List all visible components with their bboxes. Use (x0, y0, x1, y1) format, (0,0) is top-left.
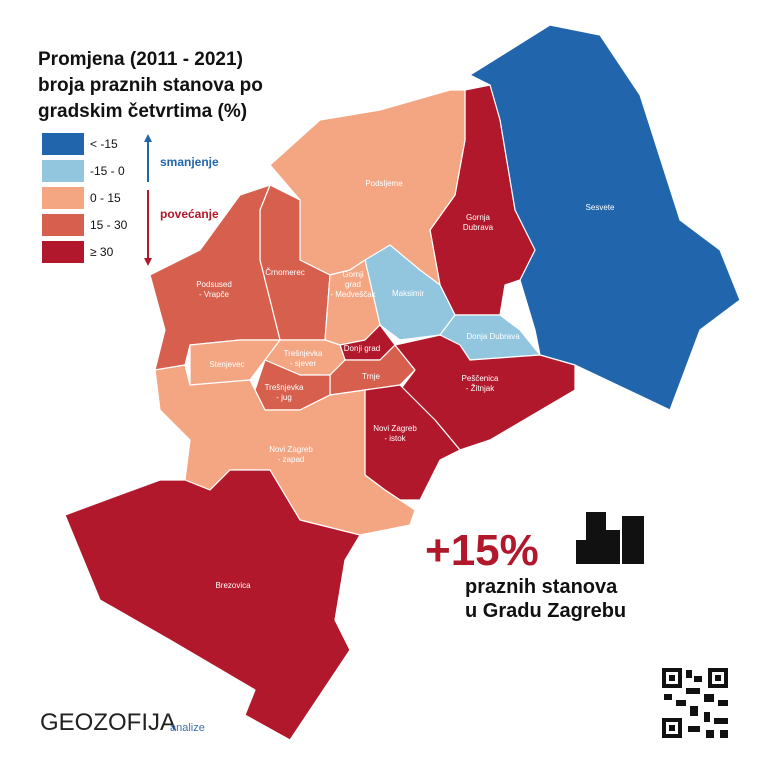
district-label-line: Maksimir (392, 289, 424, 298)
district-label-line: - istok (384, 434, 406, 443)
district-label-line: Peščenica (462, 374, 499, 383)
district-label: Sesvete (586, 203, 615, 212)
district-label-line: - jug (276, 393, 292, 402)
district-label-line: Gornja (466, 213, 491, 222)
district-label-line: Novi Zagreb (269, 445, 313, 454)
highlight-value: +15% (425, 526, 539, 575)
legend-label: 15 - 30 (90, 218, 128, 232)
district-label-line: - zapad (278, 455, 305, 464)
district-label-line: Stenjevec (209, 360, 244, 369)
district-label-line: Podsused (196, 280, 232, 289)
highlight-caption: u Gradu Zagrebu (465, 600, 626, 622)
district-label-line: grad (345, 280, 361, 289)
district-label-line: Sesvete (586, 203, 615, 212)
legend-label: ≥ 30 (90, 245, 114, 259)
legend-label: -15 - 0 (90, 164, 125, 178)
district-label-line: Dubrava (463, 223, 494, 232)
district-label: Gornja Dubrava (463, 213, 494, 232)
legend-swatch (42, 241, 84, 263)
district-label-line: Trešnjevka (265, 383, 304, 392)
district-label-line: - Žitnjak (466, 384, 495, 393)
arrow-head (144, 134, 152, 142)
legend-swatch (42, 214, 84, 236)
legend-label: < -15 (90, 137, 118, 151)
legend-swatch (42, 133, 84, 155)
title-line: broja praznih stanova po (38, 75, 263, 96)
district-label-line: Gornji (342, 270, 364, 279)
legend-swatch (42, 187, 84, 209)
legend-label: 0 - 15 (90, 191, 121, 205)
legend: < -15 -15 - 0 0 - 15 15 - 30 ≥ 30 smanje… (42, 133, 219, 266)
map (64, 24, 741, 741)
logo-name: GEOZOFIJA (40, 709, 176, 736)
arrow-head (144, 258, 152, 266)
district-label: Brezovica (215, 581, 251, 590)
district-label: Črnomerec (265, 268, 305, 277)
district-label-line: - Medveščak (330, 290, 376, 299)
district-label: Donja Dubrava (466, 332, 520, 341)
district-label: Trešnjevka - sjever (284, 349, 323, 368)
qr-code (662, 668, 728, 738)
district-label-line: Trnje (362, 372, 380, 381)
district-label-line: - sjever (290, 359, 317, 368)
logo: GEOZOFIJA analize (40, 709, 205, 736)
district-label-line: Trešnjevka (284, 349, 323, 358)
district-label-line: Črnomerec (265, 268, 305, 277)
legend-swatch (42, 160, 84, 182)
highlight: +15% praznih stanova u Gradu Zagrebu (425, 512, 644, 622)
district-label: Gornji grad - Medveščak (330, 270, 376, 299)
district-label-line: Donji grad (344, 344, 380, 353)
title-line: Promjena (2011 - 2021) (38, 49, 243, 70)
district-label: Trnje (362, 372, 380, 381)
district-labels: Sesvete Gornja Dubrava Podsljeme Črnomerec Po… (196, 179, 615, 590)
district-label-line: Novi Zagreb (373, 424, 417, 433)
district-label: Maksimir (392, 289, 424, 298)
increase-label: povećanje (160, 207, 219, 221)
logo-suffix: analize (170, 722, 205, 734)
district-label: Donji grad (344, 344, 380, 353)
district-label-line: Podsljeme (365, 179, 403, 188)
district-label-line: - Vrapče (199, 290, 229, 299)
highlight-caption: praznih stanova (465, 576, 618, 598)
district-label-line: Donja Dubrava (466, 332, 520, 341)
buildings-icon (576, 512, 644, 564)
district-label: Peščenica - Žitnjak (462, 374, 499, 393)
decrease-label: smanjenje (160, 155, 219, 169)
title-line: gradskim četvrtima (%) (38, 101, 247, 122)
district-label: Trešnjevka - jug (265, 383, 304, 402)
district-label: Podsused - Vrapče (196, 280, 232, 299)
district-label: Podsljeme (365, 179, 403, 188)
title: Promjena (2011 - 2021) broja praznih sta… (38, 49, 263, 122)
district (64, 469, 361, 741)
district-label: Stenjevec (209, 360, 244, 369)
district-label: Novi Zagreb - istok (373, 424, 417, 443)
district-label: Novi Zagreb - zapad (269, 445, 313, 464)
district-label-line: Brezovica (215, 581, 251, 590)
